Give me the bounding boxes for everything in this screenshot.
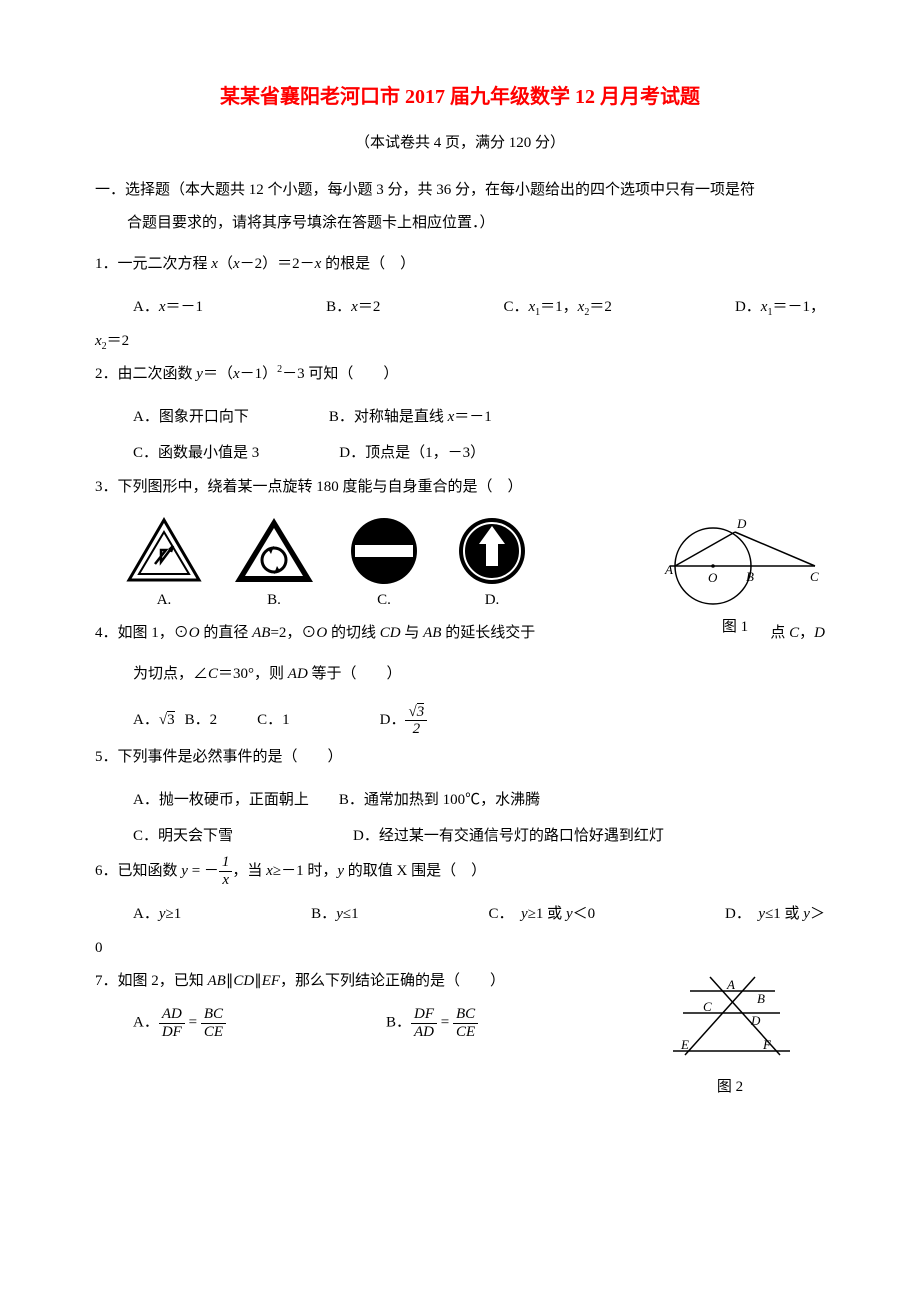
q7-option-a: A．ADDF = BCCE bbox=[133, 1006, 226, 1040]
svg-text:C: C bbox=[703, 999, 712, 1014]
section-1-header: 一．选择题（本大题共 12 个小题，每小题 3 分，共 36 分，在每小题给出的… bbox=[95, 174, 825, 240]
svg-text:A: A bbox=[726, 977, 735, 992]
question-6: 6．已知函数 y = － 1x ，当 x≥－1 时，y 的取值 X 围是（ ） bbox=[95, 854, 825, 888]
q4-options: A．√3 B．2 C．1 D．√32 bbox=[95, 699, 825, 741]
q1-option-d: D．x1＝－1， bbox=[735, 289, 825, 325]
q2-option-d: D．顶点是（1，－3） bbox=[339, 435, 485, 471]
exam-subtitle: （本试卷共 4 页，满分 120 分） bbox=[95, 131, 825, 152]
q5-option-b: B．通常加热到 100℃，水沸腾 bbox=[339, 782, 540, 818]
q2-option-b: B．对称轴是直线 x＝－1 bbox=[329, 399, 492, 435]
svg-text:D: D bbox=[750, 1013, 761, 1028]
q4-option-b: B．2 bbox=[185, 699, 218, 741]
q3-fig-d: D. bbox=[453, 516, 531, 609]
section-1-line2: 合题目要求的，请将其序号填涂在答题卡上相应位置．） bbox=[95, 215, 495, 231]
q3-label-c: C. bbox=[377, 592, 391, 609]
question-2: 2．由二次函数 y＝（x－1）2－3 可知（ ） bbox=[95, 358, 825, 391]
q1-option-d-cont: x2＝2 bbox=[95, 325, 825, 358]
q5-option-c: C．明天会下雪 bbox=[133, 818, 233, 854]
q1-option-b: B．x＝2 bbox=[326, 289, 380, 325]
q6-text-post: ，当 x≥－1 时，y 的取值 X 围是（ ） bbox=[232, 855, 486, 888]
q1-option-a: A．x＝－1 bbox=[133, 289, 203, 325]
q6-option-a: A．y≥1 bbox=[133, 896, 181, 932]
svg-text:A: A bbox=[664, 562, 673, 577]
svg-text:D: D bbox=[736, 516, 747, 531]
question-5: 5．下列事件是必然事件的是（ ） bbox=[95, 741, 825, 774]
q7-figure: A B C D E F 图 2 bbox=[665, 973, 795, 1096]
q3-label-d: D. bbox=[485, 592, 500, 609]
section-1-line1: 一．选择题（本大题共 12 个小题，每小题 3 分，共 36 分，在每小题给出的… bbox=[95, 182, 755, 198]
q4-fig-label: 图 1 bbox=[645, 615, 825, 636]
q6-option-d: D． y≤1 或 y＞ bbox=[725, 896, 825, 932]
q4-option-d: D．√32 bbox=[380, 699, 428, 741]
q6-fraction: 1x bbox=[219, 854, 233, 888]
svg-text:B: B bbox=[746, 569, 754, 584]
q5-options-row1: A．抛一枚硬币，正面朝上 B．通常加热到 100℃，水沸腾 bbox=[95, 782, 825, 818]
q4-option-c: C．1 bbox=[257, 699, 290, 741]
q3-fig-b: B. bbox=[233, 516, 315, 609]
q5-option-a: A．抛一枚硬币，正面朝上 bbox=[133, 782, 309, 818]
q6-option-c: C． y≥1 或 y＜0 bbox=[489, 896, 596, 932]
q6-text-pre: 6．已知函数 y = － bbox=[95, 855, 219, 888]
svg-text:O: O bbox=[708, 570, 718, 585]
q3-fig-a: A. bbox=[125, 516, 203, 609]
q3-fig-c: C. bbox=[345, 516, 423, 609]
q3-label-b: B. bbox=[267, 592, 281, 609]
q2-option-c: C．函数最小值是 3 bbox=[133, 435, 259, 471]
q7-fig-label: 图 2 bbox=[665, 1075, 795, 1096]
q4-line2: 为切点，∠C＝30°，则 AD 等于（ ） bbox=[95, 658, 825, 691]
q6-options: A．y≥1 B．y≤1 C． y≥1 或 y＜0 D． y≤1 或 y＞ bbox=[95, 896, 825, 932]
svg-text:E: E bbox=[680, 1037, 689, 1052]
q5-options-row2: C．明天会下雪 D．经过某一有交通信号灯的路口恰好遇到红灯 bbox=[95, 818, 825, 854]
q7-option-b: B．DFAD = BCCE bbox=[386, 1006, 478, 1040]
svg-text:F: F bbox=[762, 1037, 772, 1052]
q1-options: A．x＝－1 B．x＝2 C．x1＝1，x2＝2 D．x1＝－1， bbox=[95, 289, 825, 325]
question-3: 3．下列图形中，绕着某一点旋转 180 度能与自身重合的是（ ） bbox=[95, 471, 825, 504]
q2-option-a: A．图象开口向下 bbox=[133, 399, 249, 435]
svg-text:B: B bbox=[757, 991, 765, 1006]
question-1: 1．一元二次方程 x（x－2）＝2－x 的根是（ ） bbox=[95, 248, 825, 281]
exam-title: 某某省襄阳老河口市 2017 届九年级数学 12 月月考试题 bbox=[95, 80, 825, 109]
q6-option-d-cont: 0 bbox=[95, 932, 825, 965]
q2-options-row2: C．函数最小值是 3 D．顶点是（1，－3） bbox=[95, 435, 825, 471]
q1-option-c: C．x1＝1，x2＝2 bbox=[503, 289, 611, 325]
q3-label-a: A. bbox=[157, 592, 172, 609]
question-7-wrap: 7．如图 2，已知 AB∥CD∥EF，那么下列结论正确的是（ ） A．ADDF … bbox=[95, 965, 825, 1040]
q1-text: 1．一元二次方程 x（x－2）＝2－x 的根是（ ） bbox=[95, 256, 415, 272]
q5-option-d: D．经过某一有交通信号灯的路口恰好遇到红灯 bbox=[353, 818, 664, 854]
q2-options-row1: A．图象开口向下 B．对称轴是直线 x＝－1 bbox=[95, 399, 825, 435]
q4-line1a: 4．如图 1，⊙O 的直径 AB=2，⊙O 的切线 CD 与 AB 的延长线交于 bbox=[95, 617, 575, 650]
q6-option-b: B．y≤1 bbox=[311, 896, 358, 932]
q4-figure: A O B C D 图 1 bbox=[645, 516, 825, 636]
svg-text:C: C bbox=[810, 569, 819, 584]
q4-option-a: A．√3 bbox=[133, 699, 175, 741]
